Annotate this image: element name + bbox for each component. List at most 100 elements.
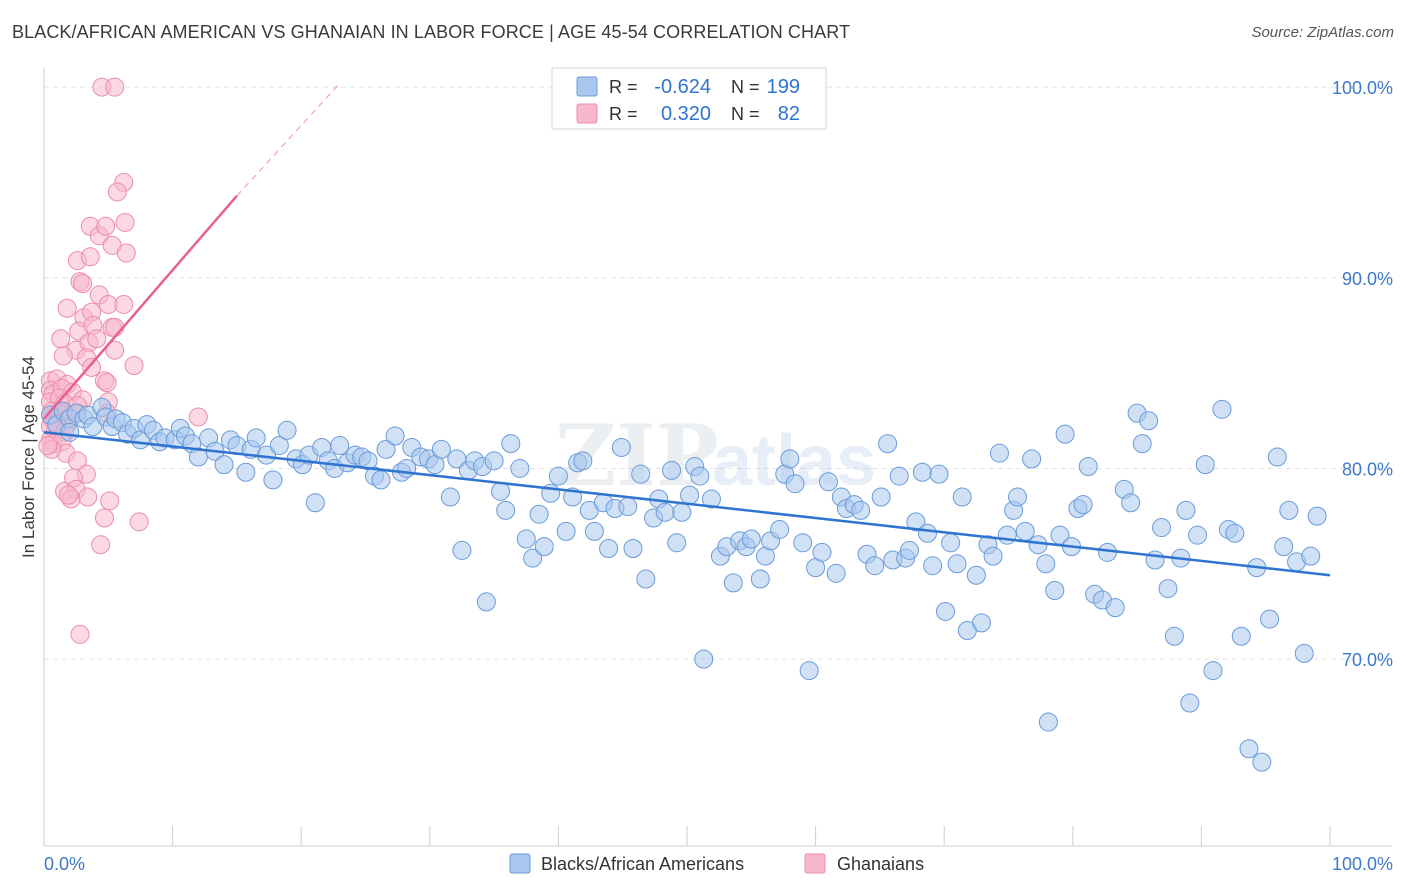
point-ghanaians [105, 77, 125, 97]
legend-r-value: -0.624 [654, 76, 711, 98]
point-blacks [906, 512, 926, 532]
legend-r-label: R = [609, 77, 638, 97]
point-blacks [452, 540, 472, 560]
point-ghanaians [107, 182, 127, 202]
point-ghanaians [114, 294, 134, 314]
point-blacks [496, 500, 516, 520]
legend-n-label: N = [731, 104, 760, 124]
point-blacks [1212, 399, 1232, 419]
point-blacks [1176, 500, 1196, 520]
point-blacks [952, 487, 972, 507]
point-blacks [690, 466, 710, 486]
point-ghanaians [91, 535, 111, 555]
point-blacks [1055, 424, 1075, 444]
point-blacks [662, 460, 682, 480]
point-blacks [1158, 579, 1178, 599]
point-ghanaians [100, 491, 120, 511]
point-blacks [376, 439, 396, 459]
series-legend-label-blue: Blacks/African Americans [541, 854, 744, 874]
point-blacks [1252, 752, 1272, 772]
point-blacks [701, 489, 721, 509]
series-legend-swatch-pink [804, 853, 826, 874]
point-ghanaians [96, 216, 116, 236]
point-blacks [269, 436, 289, 456]
point-blacks [1203, 661, 1223, 681]
point-ghanaians [82, 357, 102, 377]
point-blacks [1152, 518, 1172, 538]
point-ghanaians [116, 243, 136, 263]
y-tick-label: 90.0% [1342, 269, 1393, 289]
point-blacks [917, 523, 937, 543]
point-blacks [83, 416, 103, 436]
legend-r-label: R = [609, 104, 638, 124]
point-blacks [997, 525, 1017, 545]
point-blacks [826, 563, 846, 583]
grid-lines [44, 86, 1392, 660]
point-blacks [501, 434, 521, 454]
point-blacks [529, 504, 549, 524]
point-blacks [431, 439, 451, 459]
trend-line-pink [43, 194, 238, 420]
point-blacks [440, 487, 460, 507]
point-blacks [1036, 554, 1056, 574]
point-blacks [510, 458, 530, 478]
trend-line-blue [43, 430, 1331, 577]
point-blacks [484, 451, 504, 471]
point-blacks [941, 533, 961, 553]
point-blacks [989, 443, 1009, 463]
point-blacks [1121, 493, 1141, 513]
point-blacks [1015, 521, 1035, 541]
point-ghanaians [94, 508, 114, 528]
point-blacks [623, 539, 643, 559]
point-ghanaians [105, 340, 125, 360]
point-ghanaians [129, 512, 149, 532]
point-blacks [1307, 506, 1327, 526]
chart-title: BLACK/AFRICAN AMERICAN VS GHANAIAN IN LA… [12, 22, 851, 42]
point-blacks [1045, 580, 1065, 600]
point-ghanaians [188, 407, 208, 427]
point-blacks [263, 470, 283, 490]
point-blacks [818, 472, 838, 492]
point-blacks [1180, 693, 1200, 713]
point-blacks [750, 569, 770, 589]
point-blacks [667, 533, 687, 553]
legend-frame [551, 67, 827, 130]
point-blacks [491, 481, 511, 501]
point-blacks [1008, 487, 1028, 507]
point-blacks [599, 539, 619, 559]
point-blacks [246, 428, 266, 448]
point-blacks [1260, 609, 1280, 629]
point-blacks [1231, 626, 1251, 646]
axes [43, 68, 1392, 847]
series-blacks-african-americans [40, 397, 1327, 772]
series-legend: Blacks/African Americans Ghanaians [509, 853, 924, 874]
point-blacks [523, 548, 543, 568]
point-blacks [1105, 598, 1125, 618]
point-ghanaians [38, 436, 58, 456]
point-ghanaians [124, 355, 144, 375]
point-ghanaians [87, 329, 107, 349]
point-ghanaians [70, 624, 90, 644]
point-blacks [1301, 546, 1321, 566]
point-blacks [793, 533, 813, 553]
series-legend-label-pink: Ghanaians [837, 854, 924, 874]
trend-line-extension-pink [236, 82, 341, 197]
point-blacks [516, 529, 536, 549]
point-blacks [947, 554, 967, 574]
point-blacks [188, 447, 208, 467]
series-ghanaians [38, 77, 208, 644]
point-blacks [1038, 712, 1058, 732]
source-label: Source: ZipAtlas.com [1251, 24, 1394, 41]
point-blacks [1164, 626, 1184, 646]
point-blacks [770, 519, 790, 539]
point-blacks [548, 466, 568, 486]
point-ghanaians [78, 487, 98, 507]
point-blacks [878, 434, 898, 454]
point-blacks [723, 573, 743, 593]
y-tick-label: 80.0% [1342, 459, 1393, 479]
trend-lines [43, 82, 1331, 577]
point-blacks [865, 556, 885, 576]
point-blacks [214, 455, 234, 475]
point-blacks [929, 464, 949, 484]
point-blacks [871, 487, 891, 507]
